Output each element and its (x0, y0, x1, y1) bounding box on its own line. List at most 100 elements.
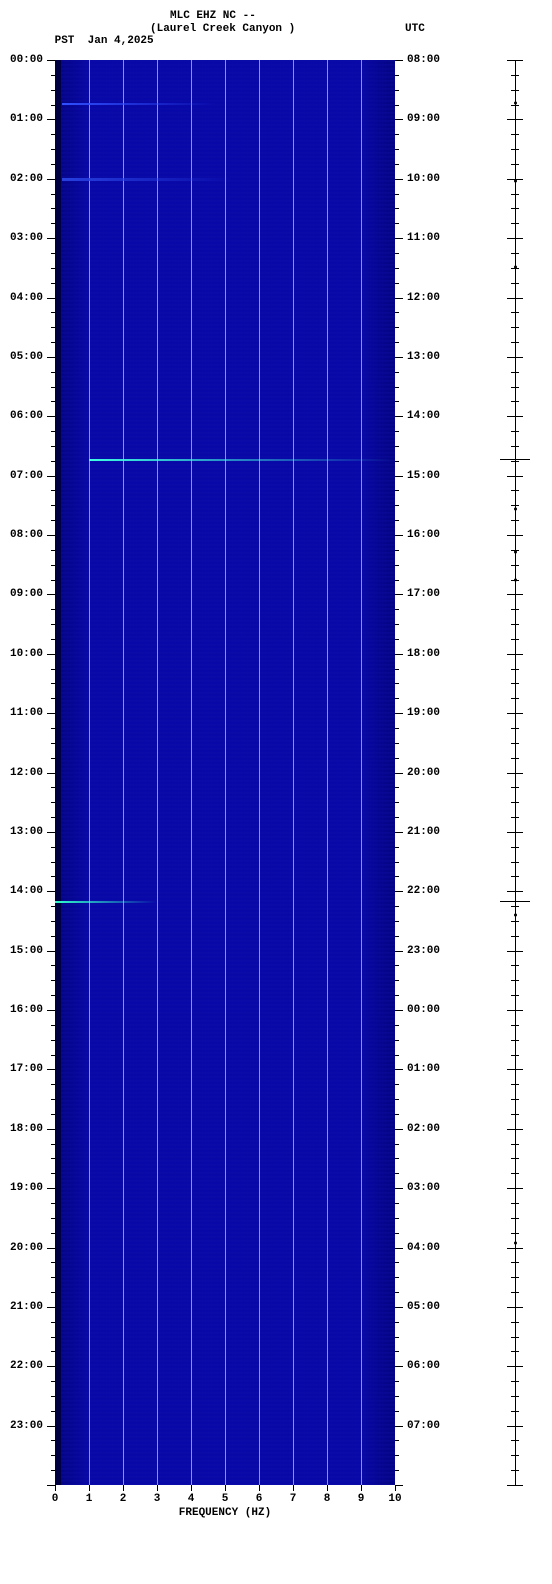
y-tick-minor (395, 372, 399, 373)
y-tick-minor (395, 1262, 399, 1263)
seismic-event (62, 178, 232, 181)
y-tick-major (395, 60, 403, 61)
y-tick-minor (395, 208, 399, 209)
y-tick-major (395, 1010, 403, 1011)
y-tick-minor (395, 505, 399, 506)
y-tick-label: 18:00 (407, 648, 440, 660)
y-tick-minor (51, 550, 55, 551)
y-tick-minor (51, 906, 55, 907)
y-tick-minor (395, 698, 399, 699)
y-tick-label: 02:00 (10, 173, 43, 185)
x-tick (191, 1485, 192, 1491)
tz-left-label: PST (55, 35, 75, 47)
y-tick-minor (395, 906, 399, 907)
x-tick (89, 1485, 90, 1491)
y-tick-minor (51, 1114, 55, 1115)
marker-axis-tick-minor (511, 1440, 519, 1441)
y-tick-minor (51, 1084, 55, 1085)
y-tick-minor (395, 728, 399, 729)
y-tick-minor (395, 817, 399, 818)
y-tick-minor (51, 1337, 55, 1338)
y-tick-minor (395, 683, 399, 684)
y-tick-label: 13:00 (407, 351, 440, 363)
marker-axis-tick-minor (511, 728, 519, 729)
y-tick-minor (51, 134, 55, 135)
y-tick-minor (395, 1322, 399, 1323)
y-tick-minor (395, 283, 399, 284)
x-gridline (327, 60, 328, 1485)
y-tick-minor (51, 387, 55, 388)
event-marker-dot (514, 579, 517, 582)
y-tick-minor (395, 342, 399, 343)
marker-axis-tick-minor (511, 980, 519, 981)
y-tick-major (47, 1248, 55, 1249)
station-id: MLC EHZ NC -- (170, 10, 256, 22)
y-tick-minor (395, 1099, 399, 1100)
y-tick-major (395, 416, 403, 417)
y-tick-major (395, 713, 403, 714)
marker-axis-tick-minor (511, 387, 519, 388)
x-tick (55, 1485, 56, 1491)
y-tick-minor (395, 327, 399, 328)
event-marker-dot (514, 265, 517, 268)
x-gridline (225, 60, 226, 1485)
y-tick-minor (51, 342, 55, 343)
y-tick-minor (395, 387, 399, 388)
y-tick-minor (395, 1470, 399, 1471)
event-marker-dot (514, 507, 517, 510)
y-tick-minor (51, 995, 55, 996)
y-tick-minor (51, 1173, 55, 1174)
y-tick-label: 06:00 (407, 1360, 440, 1372)
y-tick-minor (51, 164, 55, 165)
y-tick-minor (51, 624, 55, 625)
marker-axis-tick-minor (511, 194, 519, 195)
y-tick-minor (395, 253, 399, 254)
y-tick-minor (51, 1144, 55, 1145)
y-tick-minor (395, 1144, 399, 1145)
x-tick (157, 1485, 158, 1491)
y-tick-minor (395, 1351, 399, 1352)
y-tick-minor (51, 446, 55, 447)
y-tick-minor (395, 312, 399, 313)
y-tick-major (47, 891, 55, 892)
marker-axis-tick (507, 60, 523, 61)
y-tick-minor (51, 1055, 55, 1056)
y-tick-major (47, 594, 55, 595)
y-tick-minor (51, 669, 55, 670)
marker-axis-tick-minor (511, 1292, 519, 1293)
y-tick-minor (51, 505, 55, 506)
marker-axis-tick-minor (511, 1470, 519, 1471)
y-tick-major (47, 1188, 55, 1189)
y-tick-label: 17:00 (10, 1063, 43, 1075)
y-tick-minor (51, 520, 55, 521)
y-tick-minor (51, 1233, 55, 1234)
marker-axis-tick-minor (511, 995, 519, 996)
y-tick-minor (395, 90, 399, 91)
marker-axis-tick-minor (511, 1396, 519, 1397)
y-tick-minor (51, 743, 55, 744)
event-marker-axis (490, 60, 540, 1485)
marker-axis-tick-minor (511, 401, 519, 402)
y-tick-major (395, 1129, 403, 1130)
y-tick-minor (51, 327, 55, 328)
y-tick-major (47, 416, 55, 417)
y-tick-label: 12:00 (407, 292, 440, 304)
y-tick-major (395, 1069, 403, 1070)
marker-axis-tick-minor (511, 1262, 519, 1263)
y-tick-minor (51, 283, 55, 284)
marker-axis-tick-minor (511, 1351, 519, 1352)
marker-axis-tick-minor (511, 520, 519, 521)
date-label: Jan 4,2025 (88, 35, 154, 47)
y-tick-major (395, 832, 403, 833)
y-tick-minor (395, 1381, 399, 1382)
marker-axis-tick (507, 1069, 523, 1070)
y-tick-major (47, 238, 55, 239)
y-tick-minor (395, 921, 399, 922)
y-tick-major (395, 298, 403, 299)
y-tick-major (47, 298, 55, 299)
marker-axis-tick-minor (511, 802, 519, 803)
marker-axis-tick (507, 1426, 523, 1427)
y-tick-major (47, 1129, 55, 1130)
marker-axis-tick-minor (511, 1411, 519, 1412)
marker-axis-tick (507, 1129, 523, 1130)
